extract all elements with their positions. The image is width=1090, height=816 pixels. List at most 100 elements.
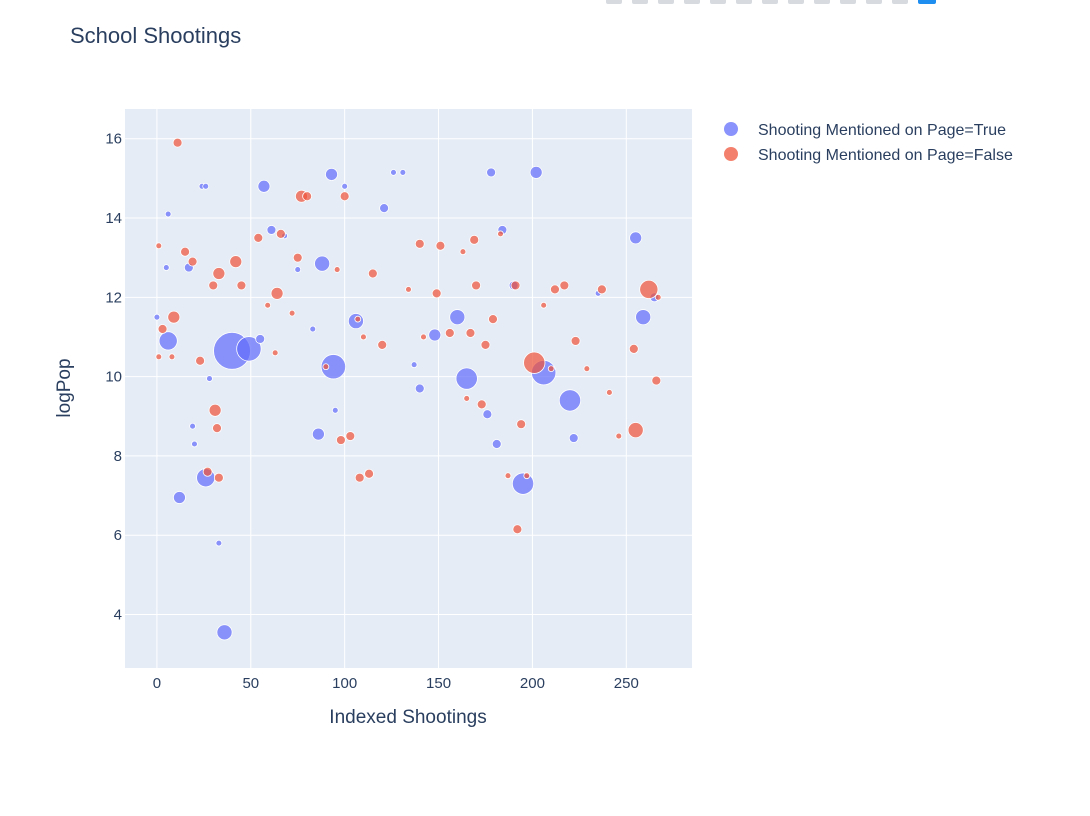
point-mentioned-false[interactable] [444,328,455,338]
point-mentioned-true[interactable] [379,203,389,214]
zoom-icon[interactable] [632,0,648,4]
point-mentioned-false[interactable] [208,403,222,417]
point-mentioned-true[interactable] [309,325,317,333]
point-mentioned-true[interactable] [320,354,347,380]
point-mentioned-false[interactable] [583,365,591,373]
point-mentioned-false[interactable] [336,435,346,445]
point-mentioned-true[interactable] [511,472,535,495]
point-mentioned-false[interactable] [288,309,296,317]
point-mentioned-true[interactable] [206,375,213,382]
point-mentioned-false[interactable] [547,365,555,373]
point-mentioned-false[interactable] [523,351,546,374]
point-mentioned-true[interactable] [331,406,339,414]
point-mentioned-false[interactable] [202,466,213,477]
point-mentioned-true[interactable] [215,539,223,547]
point-mentioned-false[interactable] [570,336,581,346]
point-mentioned-true[interactable] [491,439,502,449]
point-mentioned-true[interactable] [341,182,349,190]
point-mentioned-false[interactable] [155,242,163,250]
point-mentioned-false[interactable] [275,228,286,239]
point-mentioned-false[interactable] [360,333,367,341]
point-mentioned-false[interactable] [339,191,350,202]
point-mentioned-false[interactable] [512,524,523,535]
point-mentioned-false[interactable] [463,395,471,402]
point-mentioned-false[interactable] [435,240,446,251]
point-mentioned-false[interactable] [322,363,330,371]
point-mentioned-false[interactable] [488,314,498,325]
plot-area[interactable] [125,109,692,668]
point-mentioned-false[interactable] [540,301,548,309]
point-mentioned-false[interactable] [187,256,198,267]
point-mentioned-false[interactable] [168,353,176,361]
autoscale-icon[interactable] [788,0,804,4]
point-mentioned-true[interactable] [529,165,543,179]
point-mentioned-false[interactable] [480,339,491,350]
point-mentioned-false[interactable] [628,343,639,354]
point-mentioned-false[interactable] [354,315,362,323]
point-mentioned-true[interactable] [390,169,397,176]
point-mentioned-false[interactable] [271,349,279,357]
point-mentioned-false[interactable] [377,339,388,350]
point-mentioned-true[interactable] [428,328,442,342]
lasso-icon[interactable] [710,0,726,4]
plotly-logo-icon[interactable] [918,0,936,4]
point-mentioned-false[interactable] [253,232,264,243]
point-mentioned-false[interactable] [414,238,425,249]
point-mentioned-false[interactable] [212,423,222,434]
zoom-in-icon[interactable] [736,0,752,4]
point-mentioned-false[interactable] [510,280,521,291]
point-mentioned-true[interactable] [455,367,478,390]
point-mentioned-false[interactable] [167,310,181,324]
point-mentioned-true[interactable] [311,427,325,441]
point-mentioned-false[interactable] [596,284,607,295]
point-mentioned-true[interactable] [410,361,418,369]
point-mentioned-false[interactable] [208,280,219,291]
point-mentioned-true[interactable] [314,255,331,272]
point-mentioned-false[interactable] [459,248,467,256]
point-mentioned-false[interactable] [302,191,313,202]
point-mentioned-false[interactable] [157,324,168,334]
point-mentioned-false[interactable] [212,267,226,280]
point-mentioned-false[interactable] [180,246,190,257]
point-mentioned-true[interactable] [153,313,161,321]
point-mentioned-false[interactable] [651,375,662,386]
point-mentioned-true[interactable] [189,422,196,430]
point-mentioned-false[interactable] [523,472,531,480]
point-mentioned-true[interactable] [482,409,493,420]
point-mentioned-false[interactable] [550,284,560,295]
point-mentioned-true[interactable] [294,266,302,273]
point-mentioned-false[interactable] [469,234,480,245]
point-mentioned-false[interactable] [354,472,365,483]
point-mentioned-false[interactable] [420,333,427,341]
point-mentioned-false[interactable] [264,301,272,309]
point-mentioned-true[interactable] [172,491,186,504]
point-mentioned-false[interactable] [405,286,412,293]
point-mentioned-true[interactable] [325,167,338,181]
point-mentioned-true[interactable] [191,440,198,448]
point-mentioned-true[interactable] [158,331,178,351]
point-mentioned-false[interactable] [654,293,662,301]
hover-compare-icon[interactable] [892,0,908,4]
point-mentioned-false[interactable] [606,389,613,396]
point-mentioned-false[interactable] [615,432,623,440]
point-mentioned-true[interactable] [257,179,271,193]
point-mentioned-true[interactable] [558,389,582,412]
point-mentioned-true[interactable] [449,309,466,326]
point-mentioned-false[interactable] [465,328,476,338]
point-mentioned-false[interactable] [333,266,341,273]
point-mentioned-true[interactable] [629,231,643,245]
point-mentioned-false[interactable] [195,355,205,366]
point-mentioned-true[interactable] [162,264,170,271]
point-mentioned-false[interactable] [229,255,243,269]
spike-icon[interactable] [840,0,856,4]
point-mentioned-false[interactable] [497,230,504,238]
point-mentioned-false[interactable] [236,280,247,291]
point-mentioned-false[interactable] [270,286,284,300]
point-mentioned-false[interactable] [345,431,356,441]
point-mentioned-false[interactable] [431,288,442,299]
pan-icon[interactable] [658,0,674,4]
point-mentioned-false[interactable] [213,472,224,483]
legend-item-false[interactable]: Shooting Mentioned on Page=False [724,147,1013,164]
point-mentioned-true[interactable] [266,225,277,235]
point-mentioned-false[interactable] [172,137,183,148]
